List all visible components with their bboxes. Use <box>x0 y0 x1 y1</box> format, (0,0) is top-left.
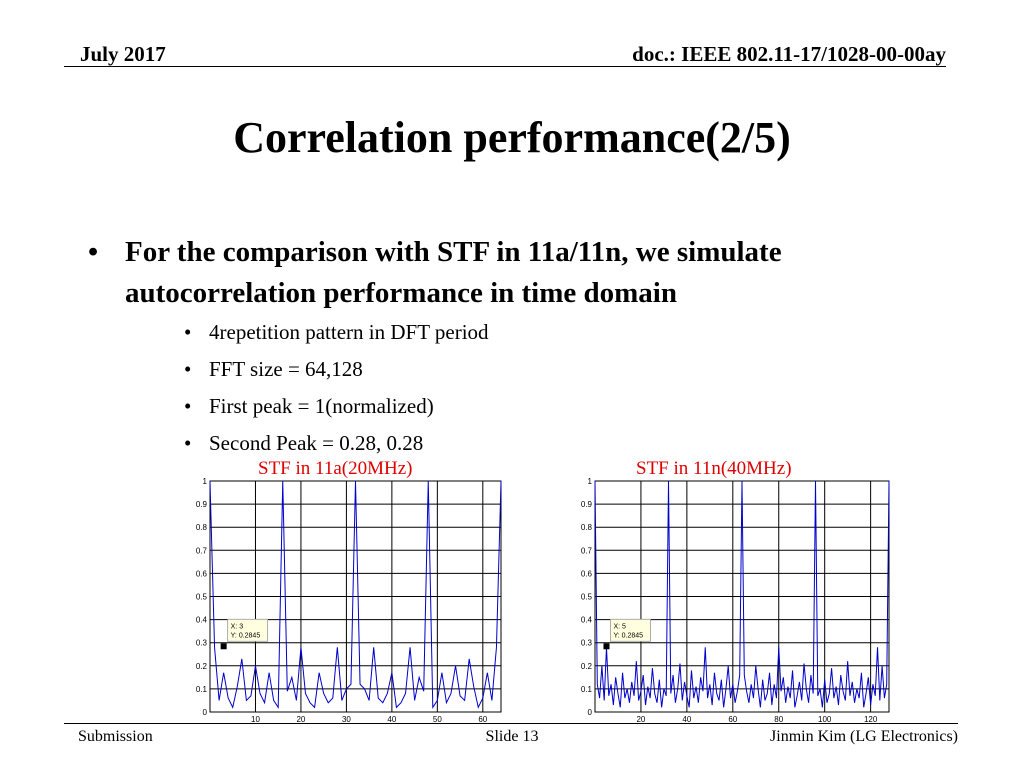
y-tick-label: 0.6 <box>581 569 593 578</box>
x-tick-label: 60 <box>478 715 487 724</box>
y-tick-label: 0.9 <box>196 500 208 509</box>
y-tick-label: 0.3 <box>196 639 208 648</box>
x-tick-label: 80 <box>774 715 783 724</box>
y-tick-label: 0.4 <box>196 616 208 625</box>
chart-title: STF in 11n(40MHz) <box>636 458 792 479</box>
header-date: July 2017 <box>80 42 166 66</box>
x-tick-label: 40 <box>682 715 691 724</box>
bullet-dot: • <box>184 320 192 344</box>
y-tick-label: 0.8 <box>196 523 208 532</box>
y-tick-label: 0.2 <box>581 662 593 671</box>
bullet-dot: • <box>184 357 192 381</box>
bullet-dot: • <box>88 236 99 268</box>
sub-bullet-text: First peak = 1(normalized) <box>209 394 434 418</box>
y-tick-label: 0.3 <box>581 639 593 648</box>
sub-bullet-text: Second Peak = 0.28, 0.28 <box>209 431 424 455</box>
y-tick-label: 0.7 <box>196 546 208 555</box>
y-tick-label: 1 <box>588 477 593 486</box>
datatip-x: X: 5 <box>613 623 626 630</box>
footer-author: Jinmin Kim (LG Electronics) <box>770 728 958 745</box>
y-tick-label: 0.8 <box>581 523 593 532</box>
x-tick-label: 20 <box>636 715 645 724</box>
datatip-x: X: 3 <box>231 623 244 630</box>
datatip-y: Y: 0.2845 <box>231 632 261 639</box>
slide-title: Correlation performance(2/5) <box>233 113 791 162</box>
y-tick-label: 0.1 <box>581 685 593 694</box>
y-tick-label: 0 <box>203 708 208 717</box>
footer-slide-number: Slide 13 <box>485 728 539 745</box>
x-tick-label: 40 <box>387 715 396 724</box>
series-line <box>209 480 502 710</box>
x-tick-label: 30 <box>342 715 351 724</box>
y-tick-label: 0.4 <box>581 616 593 625</box>
datatip-marker <box>603 643 610 650</box>
y-tick-label: 0.2 <box>196 662 208 671</box>
datatip-box <box>610 618 651 642</box>
y-tick-label: 0.7 <box>581 546 593 555</box>
datatip-marker <box>220 643 227 650</box>
y-tick-label: 0.9 <box>581 500 593 509</box>
y-tick-label: 0.5 <box>581 593 593 602</box>
x-tick-label: 20 <box>296 715 305 724</box>
datatip-y: Y: 0.2845 <box>613 632 643 639</box>
y-tick-label: 0.6 <box>196 569 208 578</box>
y-tick-label: 1 <box>203 477 208 486</box>
y-tick-label: 0.5 <box>196 593 208 602</box>
footer-rule <box>64 723 958 724</box>
footer-submission: Submission <box>78 728 153 745</box>
header-rule <box>64 66 946 67</box>
sub-bullet-text: 4repetition pattern in DFT period <box>209 320 489 344</box>
bullet-dot: • <box>184 431 192 455</box>
x-tick-label: 50 <box>433 715 442 724</box>
main-bullet-text: For the comparison with STF in 11a/11n, … <box>125 236 782 309</box>
datatip-box <box>227 618 269 642</box>
x-tick-label: 100 <box>818 715 832 724</box>
x-tick-label: 60 <box>728 715 737 724</box>
y-tick-label: 0.1 <box>196 685 208 694</box>
x-tick-label: 120 <box>864 715 878 724</box>
y-tick-label: 0 <box>588 708 593 717</box>
series-line <box>594 480 890 708</box>
bullet-dot: • <box>184 394 192 418</box>
chart-title: STF in 11a(20MHz) <box>258 458 413 479</box>
sub-bullet-text: FFT size = 64,128 <box>209 357 363 381</box>
header-doc-id: doc.: IEEE 802.11-17/1028-00-00ay <box>632 42 946 66</box>
x-tick-label: 10 <box>251 715 260 724</box>
